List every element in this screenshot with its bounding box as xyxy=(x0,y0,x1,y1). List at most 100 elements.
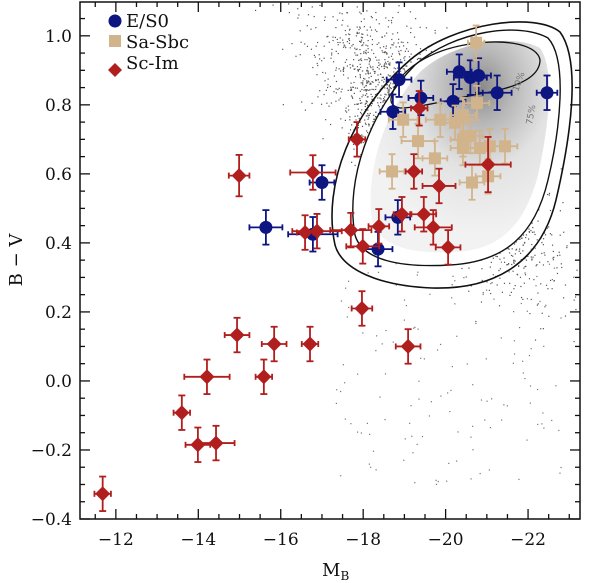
background-dot xyxy=(523,267,525,269)
background-dot xyxy=(370,15,372,18)
background-dot xyxy=(357,373,359,375)
background-dot xyxy=(392,44,394,46)
background-dot xyxy=(475,320,477,323)
background-dot xyxy=(357,69,360,71)
background-dot xyxy=(385,329,387,332)
data-point-sc-im xyxy=(350,290,374,327)
background-dot xyxy=(526,439,528,441)
background-dot xyxy=(369,65,371,67)
background-dot xyxy=(332,36,334,38)
background-dot xyxy=(381,343,383,345)
background-dot xyxy=(299,30,301,32)
background-dot xyxy=(513,259,515,261)
background-dot xyxy=(367,48,369,50)
background-dot xyxy=(367,51,369,53)
marker-diamond xyxy=(95,486,111,502)
background-dot xyxy=(496,256,498,258)
background-dot xyxy=(525,265,527,267)
background-dot xyxy=(410,31,412,34)
background-dot xyxy=(386,32,388,34)
background-dot xyxy=(365,44,367,46)
background-dot xyxy=(395,68,397,70)
background-dot xyxy=(573,299,575,301)
data-point-sa-sbc xyxy=(463,84,491,122)
background-dot xyxy=(390,19,393,22)
background-dot xyxy=(356,48,358,50)
background-dot xyxy=(317,64,319,67)
background-dot xyxy=(327,84,329,86)
background-dot xyxy=(574,296,577,298)
background-dot xyxy=(518,248,521,250)
background-dot xyxy=(547,193,549,196)
background-dot xyxy=(498,305,501,307)
background-dot xyxy=(360,59,363,62)
background-dot xyxy=(447,392,449,394)
background-dot xyxy=(392,17,394,19)
background-dot xyxy=(349,129,352,131)
background-dot xyxy=(330,123,332,126)
background-dot xyxy=(382,100,384,102)
background-dot xyxy=(359,75,361,77)
background-dot xyxy=(349,28,351,30)
background-dot xyxy=(361,125,364,128)
background-dot xyxy=(543,252,545,254)
background-dot xyxy=(405,65,407,67)
background-dot xyxy=(381,36,383,38)
background-dot xyxy=(339,97,342,99)
background-dot xyxy=(556,254,559,257)
background-dot xyxy=(504,261,506,263)
background-dot xyxy=(313,15,315,18)
background-dot xyxy=(339,41,341,44)
background-dot xyxy=(407,50,409,52)
background-dot xyxy=(344,418,346,420)
background-dot xyxy=(489,266,491,268)
background-dot xyxy=(375,11,377,14)
data-point-e-s0 xyxy=(535,74,559,111)
background-dot xyxy=(583,260,584,261)
background-dot xyxy=(346,59,348,61)
background-dot xyxy=(507,263,509,266)
background-dot xyxy=(362,80,364,82)
background-dot xyxy=(385,51,387,54)
background-dot xyxy=(547,288,549,290)
background-dot xyxy=(367,123,370,125)
marker-square xyxy=(434,113,447,126)
background-dot xyxy=(414,326,416,328)
background-dot xyxy=(387,60,389,63)
background-dot xyxy=(360,142,362,144)
background-dot xyxy=(451,284,453,286)
background-dot xyxy=(532,226,534,229)
background-dot xyxy=(457,431,459,433)
background-dot xyxy=(375,469,377,471)
background-dot xyxy=(526,310,528,312)
background-dot xyxy=(454,280,456,282)
background-dot xyxy=(513,262,515,264)
background-dot xyxy=(346,12,349,14)
background-dot xyxy=(384,63,386,65)
background-dot xyxy=(359,97,361,100)
background-dot xyxy=(513,288,515,290)
data-point-sc-im xyxy=(291,213,343,250)
background-dot xyxy=(428,415,430,417)
background-dot xyxy=(482,293,484,296)
background-dot xyxy=(351,45,353,47)
background-dot xyxy=(522,244,524,246)
y-tick-label: 0.8 xyxy=(45,96,72,116)
background-dot xyxy=(488,289,491,291)
background-dot xyxy=(440,395,442,397)
background-dot xyxy=(558,429,560,432)
background-dot xyxy=(340,70,342,72)
background-dot xyxy=(393,67,395,69)
background-dot xyxy=(386,84,388,86)
background-dot xyxy=(321,60,323,62)
marker-diamond xyxy=(355,238,371,254)
background-dot xyxy=(376,43,378,46)
background-dot xyxy=(513,243,516,245)
background-dot xyxy=(404,56,406,58)
background-dot xyxy=(340,91,342,93)
background-dot xyxy=(536,304,539,306)
background-dot xyxy=(514,260,516,262)
background-dot xyxy=(378,106,380,108)
background-dot xyxy=(386,52,388,54)
background-dot xyxy=(379,396,381,398)
